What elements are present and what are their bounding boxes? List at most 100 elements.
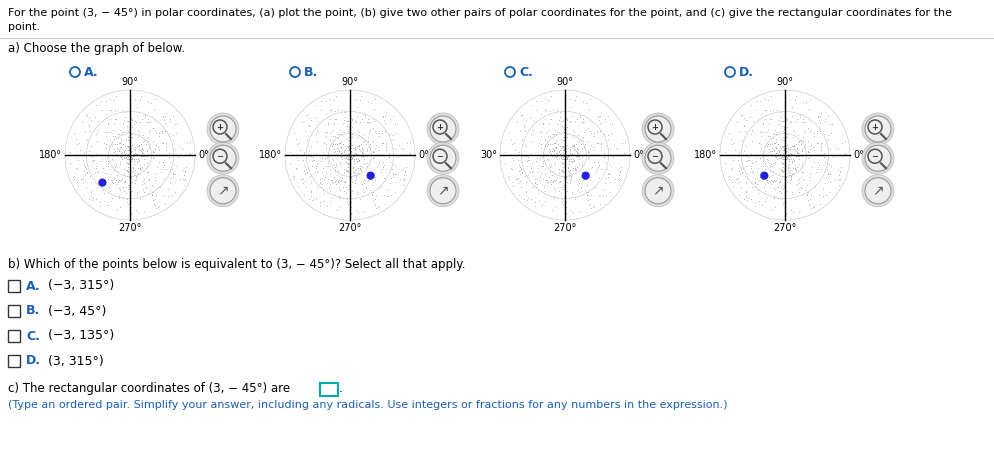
Point bbox=[122, 173, 138, 181]
Point bbox=[810, 113, 826, 120]
Point bbox=[303, 188, 319, 195]
Point bbox=[121, 152, 137, 159]
Point bbox=[793, 184, 809, 192]
Point bbox=[125, 145, 141, 152]
Point bbox=[358, 136, 374, 144]
Point bbox=[555, 154, 571, 161]
Point bbox=[802, 173, 818, 180]
Point bbox=[320, 158, 336, 165]
Point bbox=[166, 173, 182, 180]
Point bbox=[593, 109, 609, 117]
Point bbox=[560, 145, 576, 152]
Point bbox=[118, 154, 134, 161]
Point bbox=[367, 146, 383, 153]
Point bbox=[100, 162, 116, 170]
Point bbox=[109, 146, 125, 153]
Point bbox=[303, 189, 319, 196]
Point bbox=[107, 179, 123, 186]
Point bbox=[762, 147, 778, 154]
Point bbox=[387, 178, 403, 186]
Point bbox=[112, 130, 128, 138]
Point bbox=[165, 170, 181, 178]
Point bbox=[541, 132, 557, 140]
Point bbox=[146, 195, 162, 203]
Point bbox=[768, 136, 784, 143]
Point bbox=[365, 148, 381, 155]
Point bbox=[93, 106, 109, 114]
Point bbox=[732, 171, 747, 178]
Point bbox=[596, 158, 612, 166]
Point bbox=[348, 206, 364, 214]
Point bbox=[119, 199, 135, 206]
Point bbox=[593, 140, 609, 147]
Point bbox=[781, 167, 797, 174]
Point bbox=[98, 153, 114, 161]
Point bbox=[366, 148, 382, 156]
Point bbox=[555, 168, 571, 176]
Point bbox=[115, 194, 131, 201]
Point bbox=[739, 153, 754, 160]
Point bbox=[546, 184, 562, 192]
Point bbox=[767, 153, 783, 161]
Point bbox=[804, 163, 820, 171]
Point bbox=[105, 148, 121, 155]
Point bbox=[574, 183, 589, 190]
Point bbox=[733, 153, 748, 160]
Point bbox=[797, 126, 813, 134]
Point bbox=[76, 191, 91, 199]
Point bbox=[392, 175, 408, 183]
Point bbox=[591, 113, 607, 120]
Point bbox=[781, 146, 797, 153]
Point bbox=[128, 176, 144, 183]
Point bbox=[126, 146, 142, 153]
Point bbox=[340, 167, 356, 175]
Point bbox=[588, 166, 604, 173]
Point bbox=[114, 129, 130, 136]
Point bbox=[775, 142, 791, 150]
Point bbox=[783, 172, 799, 179]
Point bbox=[787, 195, 803, 203]
Point bbox=[558, 174, 574, 181]
Point bbox=[104, 155, 120, 162]
Point bbox=[126, 95, 142, 103]
Point bbox=[596, 115, 612, 123]
Point bbox=[327, 178, 343, 185]
Point bbox=[330, 131, 346, 138]
Point bbox=[123, 133, 139, 141]
Point bbox=[94, 179, 110, 186]
Point bbox=[745, 183, 760, 190]
Point bbox=[552, 154, 568, 162]
Point bbox=[776, 125, 792, 133]
Point bbox=[511, 148, 527, 155]
Point bbox=[155, 163, 171, 170]
Point bbox=[570, 149, 585, 157]
FancyBboxPatch shape bbox=[8, 280, 20, 292]
Text: ↗: ↗ bbox=[872, 184, 884, 198]
Point bbox=[743, 195, 758, 203]
Point bbox=[109, 140, 125, 147]
Point bbox=[340, 151, 356, 159]
Point bbox=[791, 179, 807, 187]
Point bbox=[753, 110, 769, 118]
Point bbox=[774, 154, 790, 161]
Point bbox=[548, 149, 564, 157]
Point bbox=[836, 149, 852, 156]
Point bbox=[339, 145, 355, 152]
Point bbox=[123, 141, 139, 149]
Point bbox=[140, 98, 156, 105]
Point bbox=[351, 152, 367, 159]
Point bbox=[791, 209, 807, 216]
Point bbox=[776, 152, 792, 159]
Point bbox=[119, 152, 135, 159]
Point bbox=[513, 153, 529, 160]
Point bbox=[558, 174, 574, 181]
Point bbox=[557, 145, 573, 153]
Point bbox=[101, 170, 117, 177]
Point bbox=[115, 121, 131, 128]
Point bbox=[511, 191, 527, 199]
Point bbox=[359, 145, 375, 153]
Point bbox=[562, 95, 578, 103]
Point bbox=[571, 131, 586, 139]
Point bbox=[176, 181, 192, 189]
Point bbox=[142, 187, 158, 194]
